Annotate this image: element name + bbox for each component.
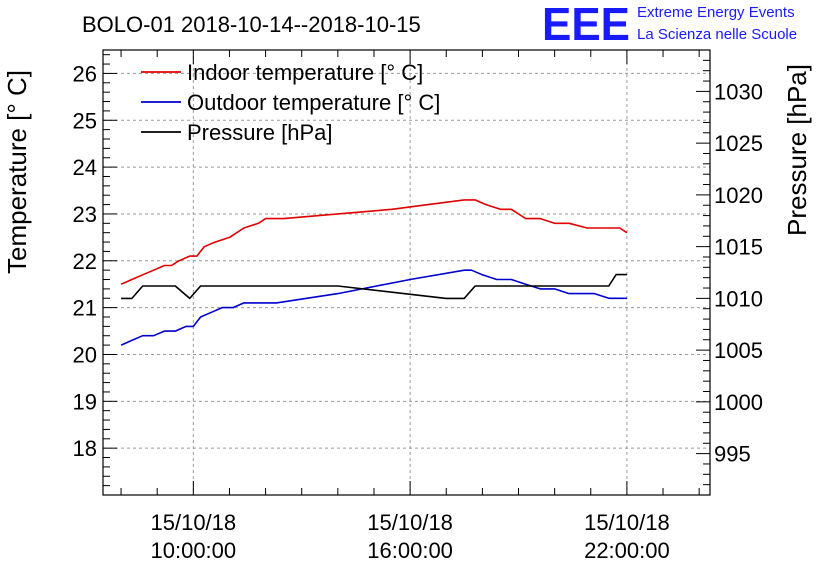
tick-label-x-time-1: 16:00:00: [367, 538, 453, 563]
tick-label-left-22: 22: [73, 249, 97, 274]
legend: Indoor temperature [° C] Outdoor temperat…: [141, 60, 440, 145]
plot-frame: [102, 49, 711, 496]
legend-label-0: Indoor temperature [° C]: [187, 60, 423, 85]
tick-label-left-21: 21: [73, 296, 97, 321]
logo-line-1: Extreme Energy Events: [637, 4, 795, 21]
tick-label-right-1010: 1010: [714, 286, 763, 311]
tick-label-left-24: 24: [73, 155, 97, 180]
tick-label-right-1020: 1020: [714, 183, 763, 208]
tick-label-right-1000: 1000: [714, 390, 763, 415]
tick-label-x-time-0: 10:00:00: [151, 538, 237, 563]
logo-mark: EEE: [542, 0, 630, 50]
chart-title: BOLO-01 2018-10-14--2018-10-15: [82, 12, 421, 37]
legend-label-2: Pressure [hPa]: [187, 120, 333, 145]
tick-label-left-25: 25: [73, 108, 97, 133]
eee-logo: EEE Extreme Energy Events La Scienza nel…: [542, 0, 797, 50]
y-axis-left-title: Temperature [° C]: [2, 70, 32, 274]
tick-label-left-18: 18: [73, 436, 97, 461]
series-line-1: [120, 269, 627, 346]
logo-line-2: La Scienza nelle Scuole: [637, 26, 797, 43]
tick-label-right-1030: 1030: [714, 79, 763, 104]
tick-label-right-995: 995: [714, 442, 751, 467]
tick-label-x-date-0: 15/10/18: [151, 510, 237, 535]
tick-label-left-20: 20: [73, 342, 97, 367]
tick-label-x-time-2: 22:00:00: [584, 538, 670, 563]
tick-label-x-date-2: 15/10/18: [584, 510, 670, 535]
tick-label-right-1025: 1025: [714, 131, 763, 156]
tick-label-left-23: 23: [73, 202, 97, 227]
tick-label-right-1005: 1005: [714, 338, 763, 363]
tick-label-x-date-1: 15/10/18: [367, 510, 453, 535]
legend-label-1: Outdoor temperature [° C]: [187, 90, 440, 115]
tick-labels: 18 19 20 21 22 23 24 25 26 995 1000 1005 1010 1015 102…: [73, 61, 763, 563]
grid: [103, 50, 710, 495]
tick-label-left-19: 19: [73, 389, 97, 414]
axis-ticks: [103, 49, 710, 496]
series-line-0: [120, 199, 628, 285]
series-lines: [120, 199, 628, 346]
y-axis-right-title: Pressure [hPa]: [782, 64, 812, 236]
tick-label-right-1015: 1015: [714, 235, 763, 260]
series-line-2: [121, 273, 627, 300]
tick-label-left-26: 26: [73, 61, 97, 86]
